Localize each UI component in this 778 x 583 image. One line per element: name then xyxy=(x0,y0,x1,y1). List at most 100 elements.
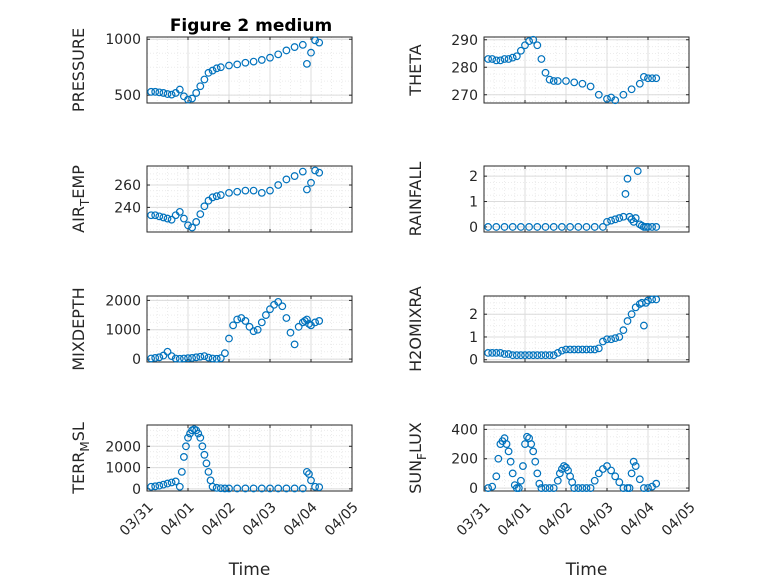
data-point xyxy=(151,211,160,220)
data-point xyxy=(307,48,315,57)
data-point xyxy=(553,348,562,357)
data-point xyxy=(648,74,656,83)
data-point xyxy=(508,53,517,62)
data-point xyxy=(216,191,225,199)
data-point xyxy=(307,476,315,485)
data-point xyxy=(147,482,156,491)
data-point xyxy=(574,345,583,354)
y-axis-label: RAINFALL xyxy=(406,162,425,237)
data-point xyxy=(508,469,517,478)
data-point xyxy=(517,351,525,360)
data-point xyxy=(627,310,636,319)
data-point xyxy=(147,87,156,96)
x-tick-label: 04/02 xyxy=(536,499,576,539)
y-tick-label: 0 xyxy=(469,481,478,497)
data-point xyxy=(253,325,262,334)
data-point xyxy=(311,36,320,45)
data-point xyxy=(553,77,562,85)
y-tick-label: 280 xyxy=(451,60,478,76)
data-point xyxy=(640,484,648,492)
data-point xyxy=(229,321,238,330)
data-point xyxy=(648,223,656,231)
data-point xyxy=(192,218,201,226)
data-point xyxy=(541,351,550,360)
data-point xyxy=(615,478,624,487)
data-point xyxy=(603,94,611,103)
data-point xyxy=(179,354,188,363)
data-point xyxy=(225,334,233,343)
data-point xyxy=(196,210,205,219)
data-point xyxy=(574,484,583,492)
x-tick-label: 03/31 xyxy=(117,499,157,539)
data-point xyxy=(488,55,497,63)
data-point xyxy=(627,85,636,94)
data-point xyxy=(241,58,250,67)
data-point xyxy=(241,186,250,195)
data-point xyxy=(179,214,188,223)
data-point xyxy=(159,480,168,489)
data-point xyxy=(549,223,558,231)
data-point xyxy=(492,348,501,357)
data-point xyxy=(233,315,242,324)
data-point xyxy=(208,354,217,363)
data-point xyxy=(527,440,536,448)
data-point xyxy=(163,347,172,356)
data-point xyxy=(303,467,311,476)
data-point xyxy=(290,172,299,180)
data-point xyxy=(603,217,611,226)
data-point xyxy=(233,60,242,69)
data-point xyxy=(315,38,324,47)
data-point xyxy=(167,90,176,99)
data-point xyxy=(517,476,525,485)
data-point xyxy=(188,223,197,232)
panel-air_temp: 240 260 AIRTEMP xyxy=(69,165,353,233)
data-point xyxy=(582,345,591,354)
data-point xyxy=(266,53,274,62)
data-point xyxy=(159,213,168,222)
data-point xyxy=(311,166,320,175)
y-tick-label: 0 xyxy=(132,482,141,498)
data-point xyxy=(607,335,615,344)
data-point xyxy=(315,168,324,177)
data-point xyxy=(599,223,607,231)
data-point xyxy=(508,223,517,231)
data-point xyxy=(652,479,661,488)
data-point xyxy=(623,317,632,325)
data-point xyxy=(494,454,503,463)
data-point xyxy=(290,340,299,349)
y-tick-label: 400 xyxy=(451,422,478,438)
data-point xyxy=(541,223,550,231)
data-point xyxy=(282,175,291,184)
data-point xyxy=(212,483,221,492)
data-point xyxy=(179,453,188,461)
y-axis-label: PRESSURE xyxy=(69,28,88,112)
data-point xyxy=(555,469,564,478)
data-point xyxy=(492,223,501,231)
data-point xyxy=(582,484,591,492)
data-point xyxy=(484,484,493,492)
data-point xyxy=(590,476,599,485)
data-point xyxy=(249,484,258,493)
y-tick-label: 290 xyxy=(451,33,478,49)
data-point xyxy=(294,322,303,331)
data-point xyxy=(566,345,574,354)
data-point xyxy=(570,78,579,87)
data-point xyxy=(484,348,493,357)
data-point xyxy=(623,174,632,183)
data-point xyxy=(167,478,176,487)
data-point xyxy=(488,482,497,491)
data-point xyxy=(225,484,233,493)
data-point xyxy=(303,59,311,68)
y-tick-label: 0 xyxy=(132,352,141,368)
data-point xyxy=(212,64,221,73)
y-axis-label: TERRMSL xyxy=(69,422,92,495)
data-point xyxy=(621,190,630,198)
data-point xyxy=(619,326,628,335)
y-tick-label: 500 xyxy=(114,88,141,104)
data-point xyxy=(274,484,283,493)
data-point xyxy=(607,216,615,225)
panel-mixdepth: 0 1000 2000 MIXDEPTH xyxy=(69,287,353,371)
data-point xyxy=(290,43,299,51)
data-point xyxy=(200,352,209,361)
axes-box xyxy=(146,424,353,492)
